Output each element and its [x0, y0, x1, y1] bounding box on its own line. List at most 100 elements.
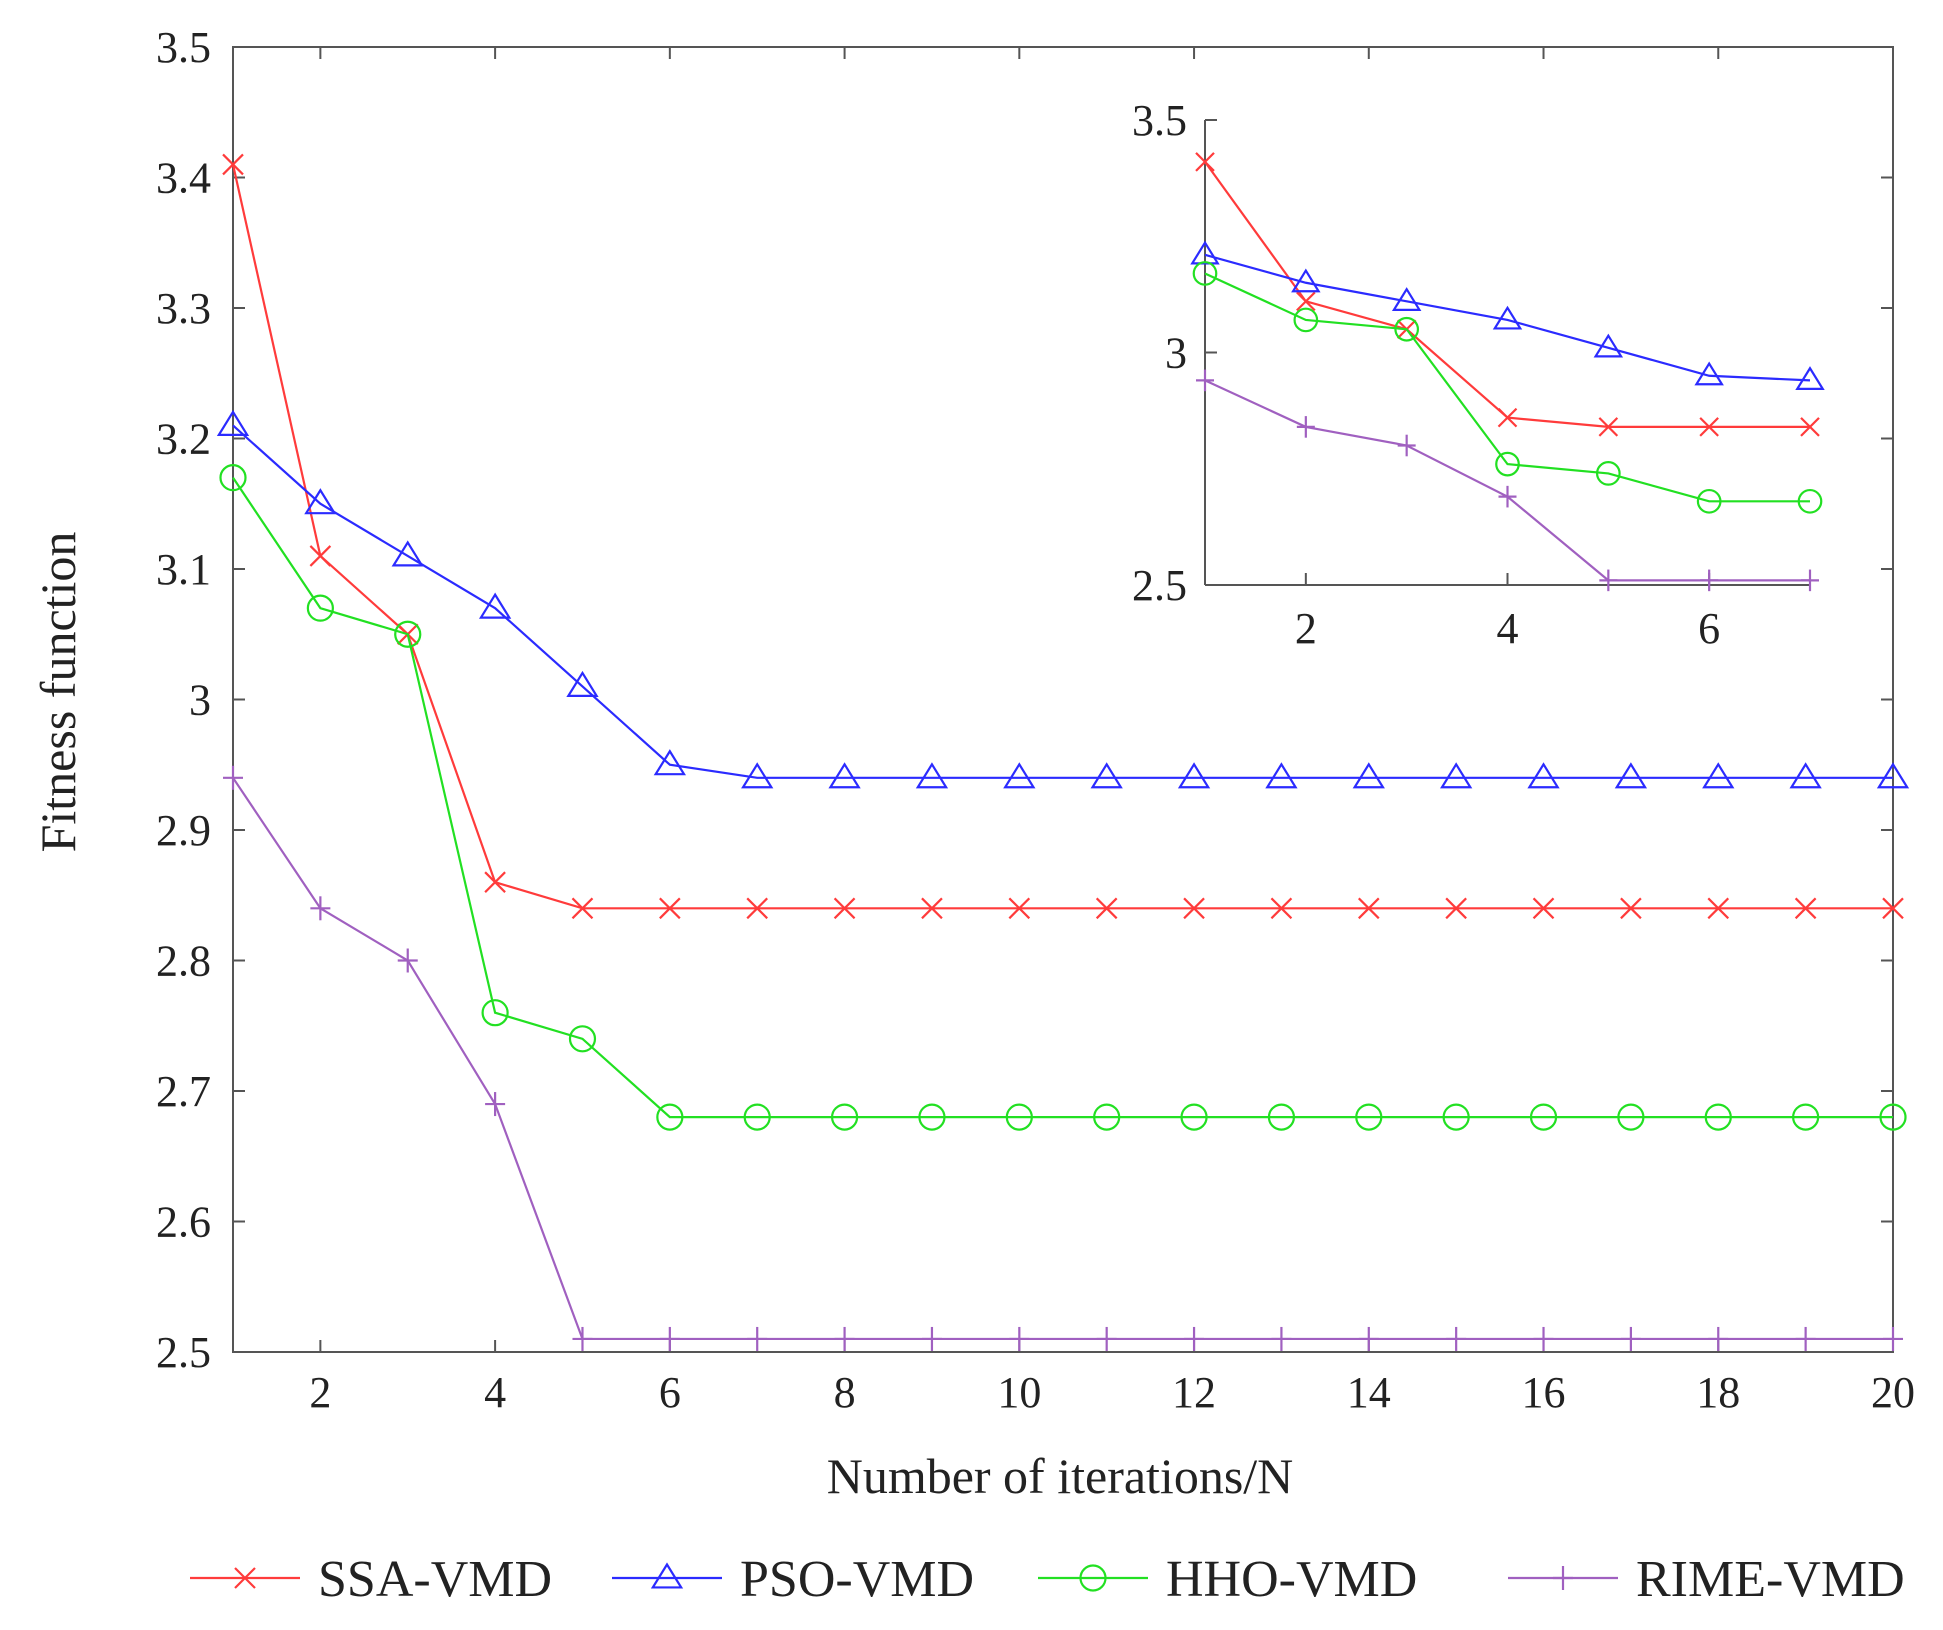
main-point-pso-vmd [391, 540, 424, 567]
main-point-ssa-vmd [833, 897, 856, 920]
main-point-hho-vmd [743, 1103, 771, 1131]
main-point-rime-vmd [485, 1092, 506, 1117]
main-x-tick-label: 4 [484, 1368, 506, 1417]
main-point-pso-vmd [653, 749, 686, 776]
main-y-tick-label: 2.8 [156, 937, 211, 986]
main-point-ssa-vmd [571, 897, 594, 920]
main-point-pso-vmd [1265, 762, 1298, 789]
main-point-rime-vmd [1271, 1326, 1292, 1351]
inset-point-pso-vmd [1391, 287, 1422, 311]
main-point-ssa-vmd [746, 897, 768, 920]
main-point-rime-vmd [921, 1326, 942, 1351]
main-point-pso-vmd [915, 762, 949, 789]
legend-item-hho-vmd: HHO-VMD [1038, 1551, 1417, 1608]
main-point-rime-vmd [397, 948, 418, 973]
main-point-hho-vmd [1442, 1103, 1470, 1131]
inset-y-tick-label: 3 [1165, 329, 1187, 378]
main-point-hho-vmd [481, 999, 509, 1027]
inset-point-hho-vmd [1293, 307, 1319, 333]
main-x-tick-label: 8 [834, 1368, 856, 1417]
main-point-rime-vmd [659, 1326, 680, 1351]
main-point-ssa-vmd [1358, 897, 1380, 920]
main-y-tick-label: 2.6 [156, 1198, 211, 1247]
main-point-rime-vmd [747, 1326, 768, 1351]
inset-point-hho-vmd [1797, 488, 1823, 514]
main-point-rime-vmd [1358, 1326, 1379, 1351]
inset-point-ssa-vmd [1598, 417, 1619, 437]
inset-point-pso-vmd [1190, 240, 1220, 265]
main-point-ssa-vmd [1095, 897, 1118, 920]
main-point-ssa-vmd [484, 871, 506, 893]
main-point-pso-vmd [828, 762, 861, 789]
main-point-hho-vmd [1879, 1103, 1907, 1131]
main-point-hho-vmd [1617, 1103, 1645, 1131]
main-point-hho-vmd [656, 1103, 684, 1131]
legend-label-rime-vmd: RIME-VMD [1636, 1551, 1905, 1608]
main-point-ssa-vmd [222, 153, 244, 176]
inset-x-tick-label: 4 [1497, 604, 1519, 653]
legend-marker-hho-vmd [1079, 1564, 1107, 1592]
legend-item-rime-vmd: RIME-VMD [1508, 1551, 1905, 1608]
main-point-ssa-vmd [1008, 897, 1031, 920]
main-point-pso-vmd [478, 592, 512, 619]
main-point-pso-vmd [1352, 762, 1385, 789]
main-point-hho-vmd [1005, 1103, 1033, 1131]
main-point-ssa-vmd [1794, 897, 1817, 920]
main-point-hho-vmd [1529, 1103, 1558, 1131]
inset-point-hho-vmd [1394, 316, 1420, 342]
main-y-tick-label: 3.4 [156, 154, 211, 203]
y-axis-label: Fitness function [30, 532, 86, 853]
main-point-pso-vmd [1702, 762, 1735, 789]
main-point-pso-vmd [1614, 762, 1648, 789]
inset-point-ssa-vmd [1195, 152, 1215, 172]
main-point-pso-vmd [216, 409, 250, 436]
x-axis-label: Number of iterations/N [827, 1448, 1294, 1504]
inset-point-pso-vmd [1593, 333, 1624, 358]
inset-point-pso-vmd [1694, 361, 1724, 386]
inset-point-rime-vmd [1599, 569, 1618, 592]
main-point-pso-vmd [566, 670, 599, 698]
main-point-ssa-vmd [1882, 897, 1904, 920]
main-x-tick-label: 20 [1871, 1368, 1915, 1417]
main-point-rime-vmd [1795, 1326, 1816, 1351]
main-point-hho-vmd [1093, 1103, 1121, 1131]
inset-point-ssa-vmd [1699, 417, 1719, 437]
main-point-pso-vmd [304, 488, 337, 515]
inset-point-rime-vmd [1801, 569, 1819, 592]
main-y-tick-label: 2.5 [156, 1328, 211, 1377]
main-x-tick-label: 14 [1347, 1368, 1391, 1417]
main-series-line-pso-vmd [232, 424, 1893, 779]
inset-point-rime-vmd [1296, 416, 1315, 438]
main-point-hho-vmd [306, 594, 334, 622]
main-point-rime-vmd [1184, 1326, 1205, 1351]
inset-series-line-pso-vmd [1204, 253, 1811, 382]
main-point-rime-vmd [1446, 1326, 1467, 1351]
legend-item-pso-vmd: PSO-VMD [612, 1551, 974, 1608]
main-point-hho-vmd [1792, 1103, 1820, 1131]
main-point-pso-vmd [1440, 762, 1473, 789]
main-point-rime-vmd [310, 896, 331, 921]
main-series-line-hho-vmd [232, 477, 1893, 1119]
legend-label-pso-vmd: PSO-VMD [740, 1551, 974, 1608]
legend-marker-ssa-vmd [234, 1567, 256, 1589]
inset-point-pso-vmd [1795, 366, 1825, 391]
legend-label-hho-vmd: HHO-VMD [1166, 1551, 1417, 1608]
main-point-ssa-vmd [1620, 897, 1642, 920]
main-frame [232, 46, 1894, 1353]
main-point-pso-vmd [741, 762, 774, 789]
inset-point-pso-vmd [1291, 268, 1321, 293]
inset-point-pso-vmd [1492, 305, 1523, 330]
main-point-hho-vmd [394, 620, 422, 648]
inset-plot-area: 2 4 6 2.5 3 3.5 [1132, 96, 1825, 653]
main-point-ssa-vmd [1270, 897, 1293, 920]
main-point-pso-vmd [1527, 762, 1560, 789]
main-y-tick-label: 3.2 [156, 415, 211, 464]
main-point-hho-vmd [1267, 1103, 1296, 1131]
legend-label-ssa-vmd: SSA-VMD [318, 1551, 552, 1608]
main-y-tick-label: 2.9 [156, 806, 211, 855]
inset-x-tick-label: 2 [1295, 604, 1317, 653]
main-point-ssa-vmd [309, 545, 332, 567]
inset-point-hho-vmd [1696, 488, 1722, 514]
main-point-rime-vmd [1708, 1326, 1729, 1351]
